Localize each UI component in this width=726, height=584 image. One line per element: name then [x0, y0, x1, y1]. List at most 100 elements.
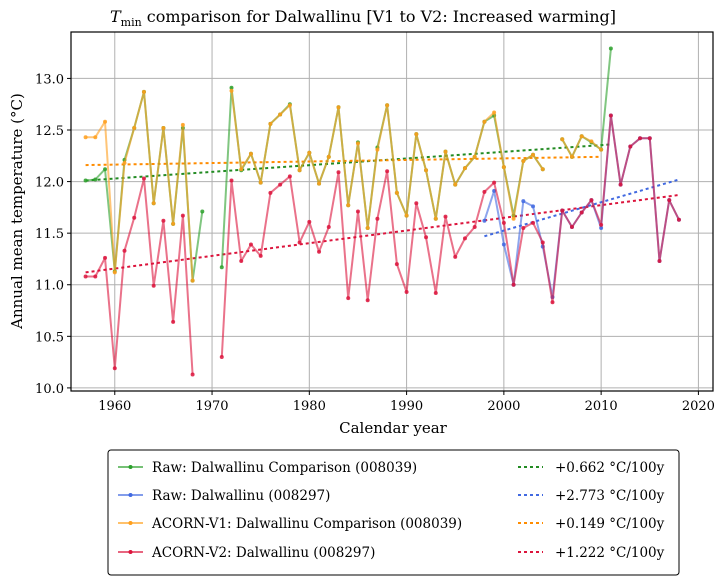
y-ticks: 10.0 10.5 11.0 11.5 12.0 12.5 13.0 [35, 72, 71, 397]
legend-marker [128, 550, 133, 554]
data-point [531, 220, 536, 225]
series-2 [83, 88, 604, 283]
y-tick-label: 10.0 [35, 382, 64, 397]
data-point [521, 226, 526, 231]
x-tick-label: 1960 [98, 399, 131, 414]
data-point [482, 119, 487, 124]
data-point [83, 135, 88, 140]
data-point [83, 274, 88, 279]
x-tick-label: 2020 [682, 399, 715, 414]
y-tick-label: 11.5 [35, 227, 64, 242]
y-tick-label: 12.5 [35, 124, 64, 139]
legend-trend-label: +1.222 °C/100y [555, 545, 665, 561]
data-point [501, 165, 506, 170]
series-3 [83, 113, 681, 377]
data-point [248, 151, 253, 156]
x-tick-label: 1980 [293, 399, 326, 414]
y-tick-label: 10.5 [35, 330, 64, 345]
legend-frame [107, 449, 680, 576]
data-point [501, 220, 506, 225]
trend-line [85, 155, 602, 167]
data-point [355, 209, 360, 214]
data-point [501, 242, 506, 247]
data-point [462, 236, 467, 241]
legend-label: Raw: Dalwallinu Comparison (008039) [152, 460, 417, 476]
data-point [569, 154, 574, 159]
data-point [375, 147, 380, 152]
data-point [365, 226, 370, 231]
data-point [229, 85, 234, 90]
x-tick-label: 2010 [585, 399, 618, 414]
data-point [462, 166, 467, 171]
data-point [531, 204, 536, 209]
data-point [453, 254, 458, 259]
legend-marker [128, 493, 133, 497]
data-point [560, 137, 565, 142]
data-point [141, 176, 146, 181]
data-point [171, 319, 176, 324]
data-point [180, 213, 185, 218]
y-tick-label: 13.0 [35, 72, 64, 87]
legend-label: ACORN-V2: Dalwallinu (008297) [151, 545, 375, 561]
data-point [229, 88, 234, 93]
data-point [385, 103, 390, 108]
data-point [608, 113, 613, 118]
x-tick-label: 1970 [195, 399, 228, 414]
data-point [608, 46, 613, 51]
chart-title: Tmin comparison for Dalwallinu [V1 to V2… [110, 7, 616, 29]
data-point [278, 182, 283, 187]
data-point [336, 105, 341, 110]
data-point [122, 161, 127, 166]
data-point [112, 270, 117, 275]
data-point [657, 259, 662, 264]
data-point [103, 119, 108, 124]
data-point [326, 224, 331, 229]
data-point [433, 216, 438, 221]
data-point [365, 298, 370, 303]
data-point [151, 283, 156, 288]
data-point [190, 278, 195, 283]
x-axis-label: Calendar year [339, 419, 448, 437]
data-point [579, 210, 584, 215]
data-series [83, 46, 681, 377]
legend-marker [128, 465, 133, 469]
y-tick-label: 12.0 [35, 176, 64, 191]
trend-lines [85, 143, 680, 274]
data-point [239, 259, 244, 264]
data-point [521, 158, 526, 163]
data-point [414, 132, 419, 137]
data-point [511, 216, 516, 221]
data-point [589, 139, 594, 144]
data-point [618, 182, 623, 187]
data-point [492, 180, 497, 185]
data-point [219, 354, 224, 359]
data-point [482, 189, 487, 194]
trend-line [85, 194, 680, 274]
data-point [404, 289, 409, 294]
data-point [83, 178, 88, 183]
data-point [424, 168, 429, 173]
data-point [268, 190, 273, 195]
data-point [161, 218, 166, 223]
data-point [93, 177, 98, 182]
data-point [326, 154, 331, 159]
x-ticks: 1960 1970 1980 1990 2000 2010 2020 [98, 391, 715, 414]
data-point [219, 265, 224, 270]
data-point [628, 144, 633, 149]
legend-trend-label: +2.773 °C/100y [555, 488, 665, 504]
data-point [200, 209, 205, 214]
plot-frame [70, 31, 714, 392]
data-point [540, 167, 545, 172]
data-point [278, 112, 283, 117]
data-point [385, 169, 390, 174]
data-point [317, 249, 322, 254]
data-point [103, 255, 108, 260]
data-point [443, 149, 448, 154]
data-point [511, 282, 516, 287]
y-axis-label: Annual mean temperature (°C) [8, 93, 26, 330]
data-point [375, 216, 380, 221]
data-point [453, 182, 458, 187]
data-point [93, 135, 98, 140]
data-point [638, 136, 643, 141]
